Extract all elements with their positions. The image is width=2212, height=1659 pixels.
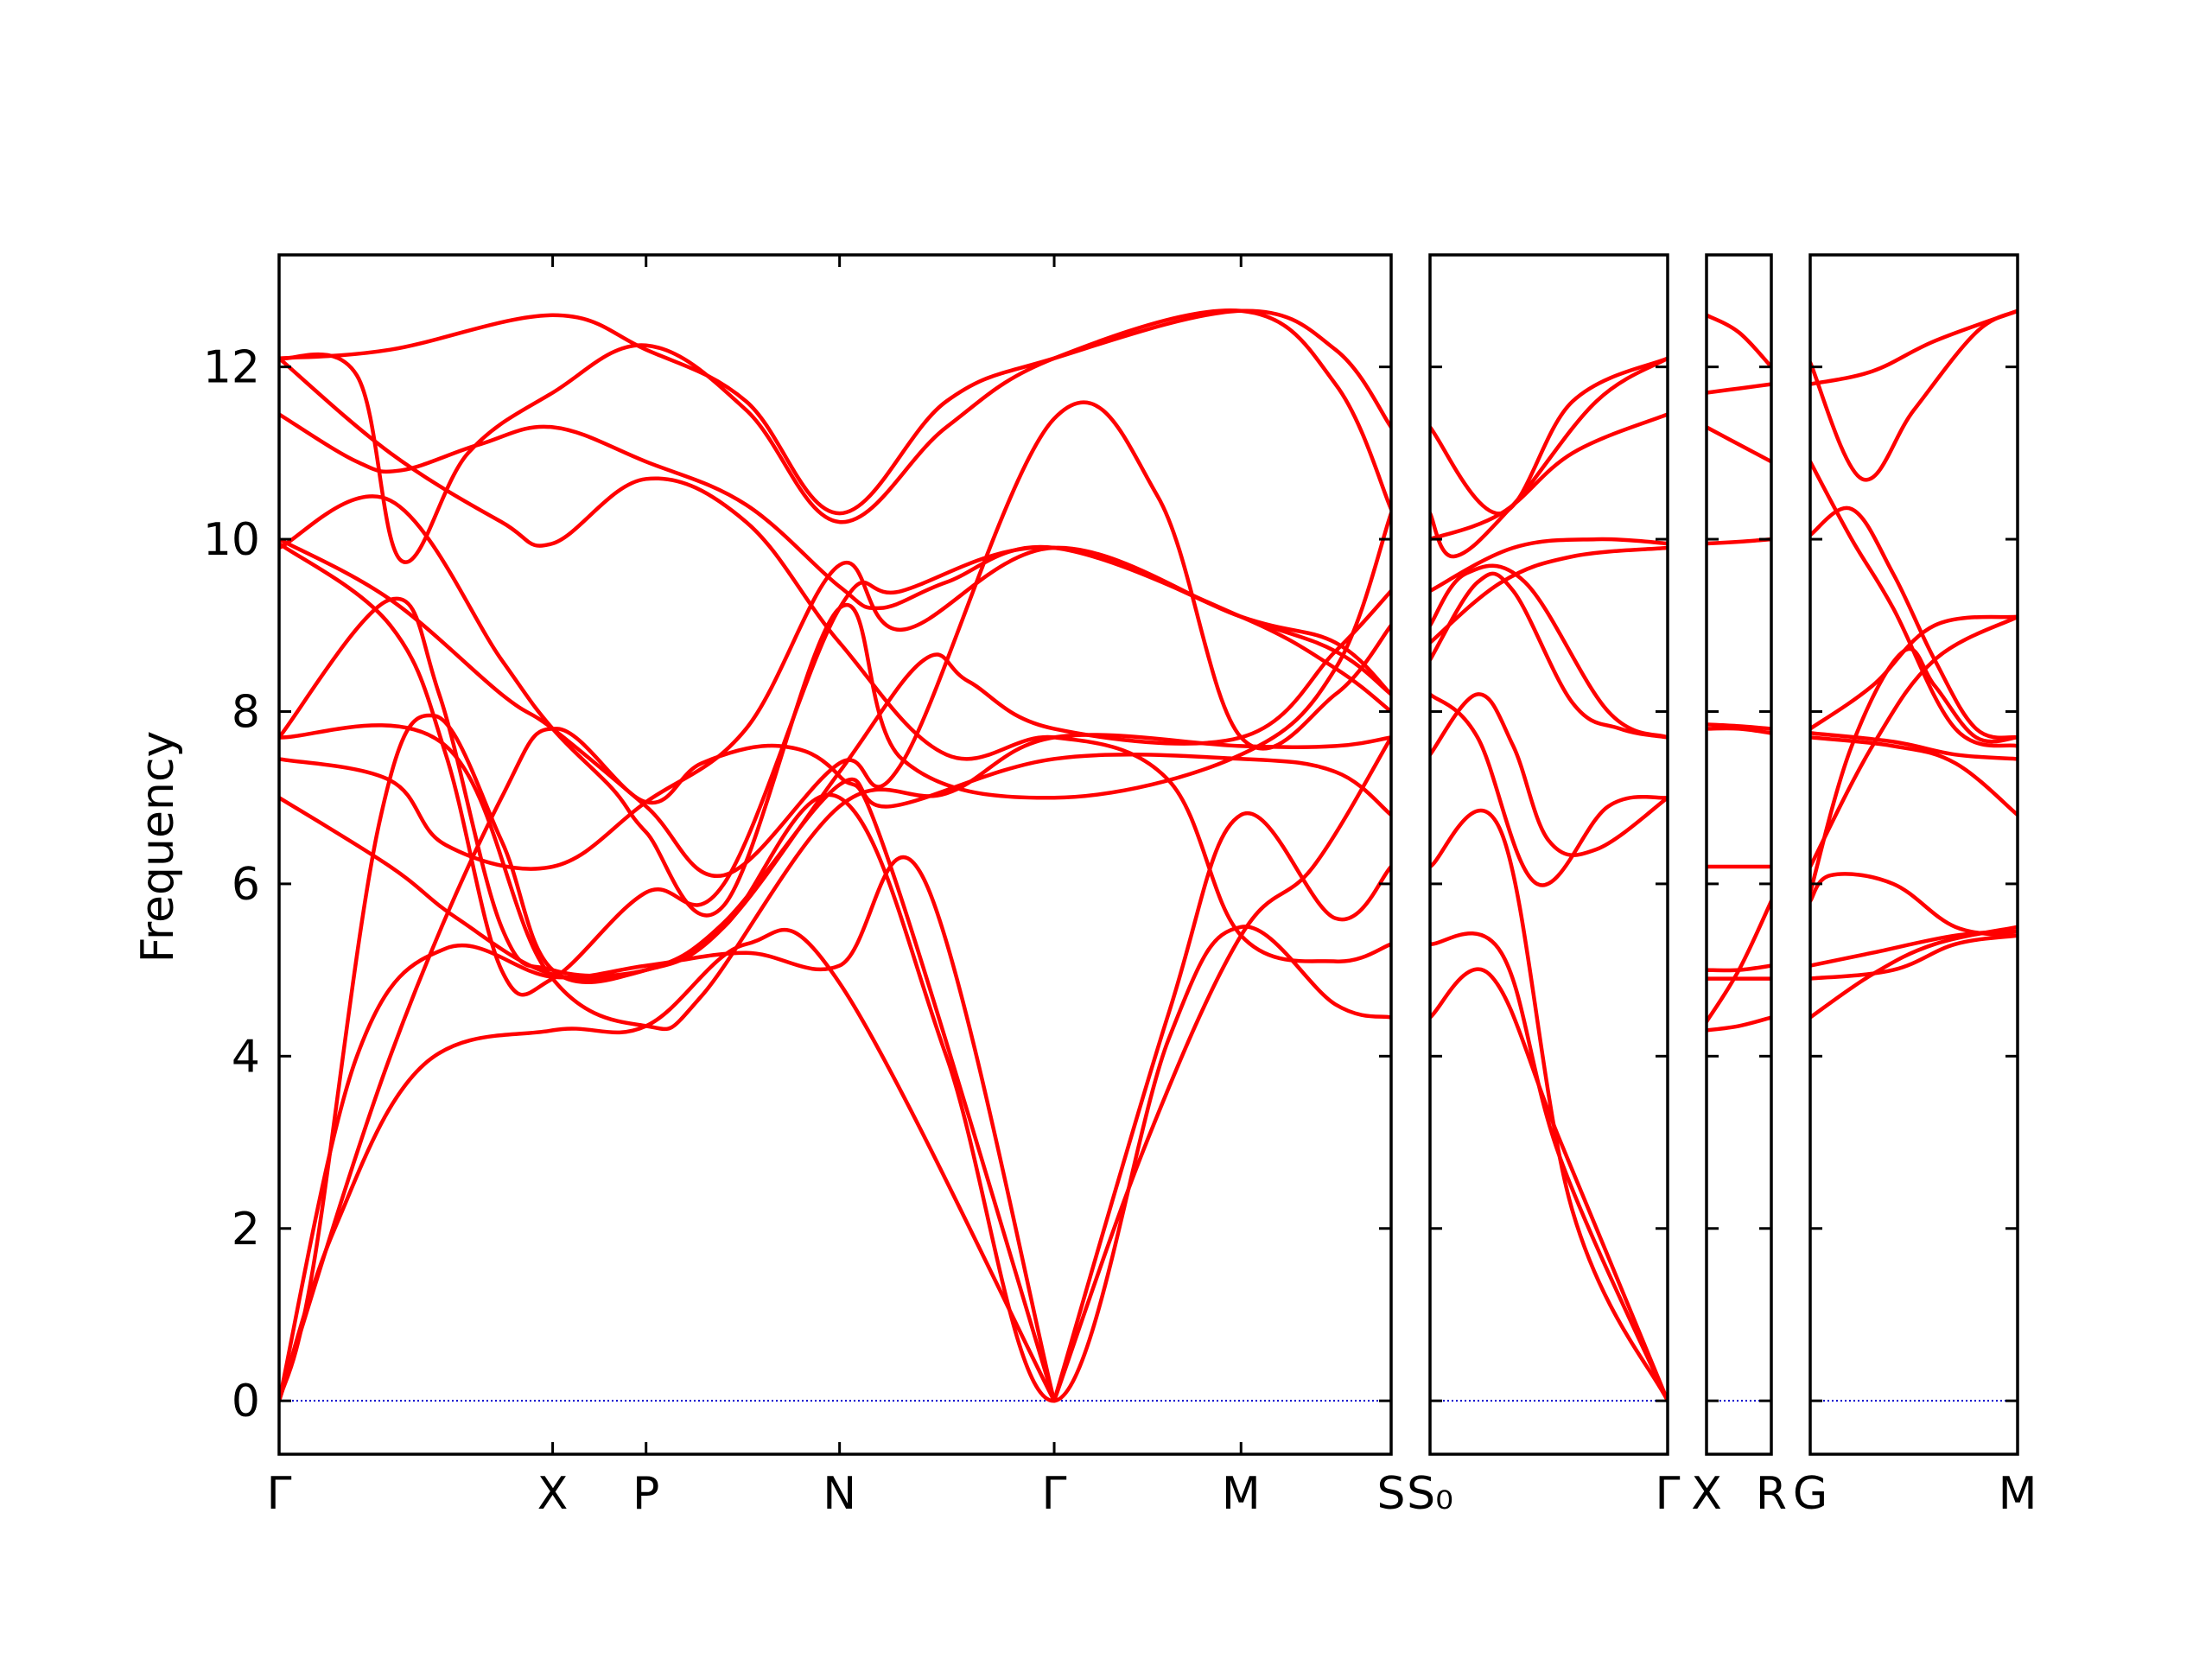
band-line xyxy=(1810,614,2018,869)
band-line xyxy=(1810,646,2018,895)
panel-frame xyxy=(1428,253,1669,1456)
y-tick-label: 6 xyxy=(232,859,260,911)
band-line xyxy=(1707,313,1771,369)
x-tick-label: X xyxy=(537,1468,569,1520)
band-line xyxy=(1810,933,2018,981)
band-line xyxy=(1810,308,2018,482)
band-line xyxy=(1810,929,2018,968)
band-line xyxy=(1430,967,1668,1403)
band-line xyxy=(279,308,1391,564)
band-line xyxy=(1430,545,1668,645)
bands-s0-gamma xyxy=(1430,356,1668,1403)
band-line xyxy=(1810,460,2018,748)
bands-main xyxy=(279,308,1391,1403)
band-line xyxy=(279,727,1057,1403)
band-line xyxy=(1430,356,1668,559)
band-line xyxy=(279,494,1391,918)
band-line xyxy=(279,412,1391,714)
panel-frame xyxy=(277,253,1393,1456)
x-tick-label: M xyxy=(1999,1468,2037,1520)
band-line xyxy=(1430,537,1668,594)
panel-main: 0 2 4 6 8 10 12 Γ X P N Γ M S xyxy=(203,253,1406,1520)
x-tick-label: N xyxy=(823,1468,856,1520)
band-line xyxy=(279,588,1391,978)
x-tick-label: M xyxy=(1222,1468,1261,1520)
band-line xyxy=(1810,735,2018,817)
x-tick-label: Γ xyxy=(1042,1468,1067,1520)
x-tick-label: S xyxy=(1376,1468,1405,1520)
band-line xyxy=(1430,571,1668,740)
band-line xyxy=(1430,692,1668,857)
band-line xyxy=(1810,731,2018,761)
x-tick-label: S₀ xyxy=(1407,1468,1453,1520)
x-tick-label: Γ xyxy=(267,1468,292,1520)
panel-s0-gamma: S₀ Γ xyxy=(1407,253,1681,1520)
y-tick-label: 4 xyxy=(232,1031,260,1083)
band-line xyxy=(1810,872,2018,938)
y-tick-label: 0 xyxy=(232,1376,260,1427)
band-line xyxy=(1810,505,2018,741)
y-tick-label: 10 xyxy=(203,514,260,566)
band-line xyxy=(1810,308,2018,386)
band-line xyxy=(279,752,1391,982)
band-line xyxy=(279,855,1057,1403)
band-line xyxy=(1430,356,1668,516)
y-tick-label: 12 xyxy=(203,342,260,394)
band-line xyxy=(1430,692,1668,887)
x-tick-label: G xyxy=(1793,1468,1827,1520)
bands-x-r xyxy=(1707,313,1771,1033)
band-line xyxy=(1430,563,1668,740)
band-line xyxy=(1430,931,1668,1403)
band-line xyxy=(1707,722,1771,731)
band-line xyxy=(1430,412,1668,542)
x-tick-label: X xyxy=(1691,1468,1722,1520)
y-axis-label: Frequency xyxy=(132,731,184,963)
band-line xyxy=(1707,425,1771,464)
band-line xyxy=(1707,382,1771,395)
band-line xyxy=(1810,614,2018,731)
x-tick-label: P xyxy=(632,1468,659,1520)
band-line xyxy=(1707,963,1771,973)
band-line xyxy=(1707,726,1771,735)
panel-frame xyxy=(1808,253,2019,1456)
band-line xyxy=(1707,1015,1771,1033)
y-tick-label: 8 xyxy=(232,686,260,738)
band-line xyxy=(279,308,1391,516)
band-line xyxy=(279,723,1391,1032)
band-line xyxy=(279,356,1391,963)
band-line xyxy=(279,713,1391,1403)
band-line xyxy=(279,400,1391,879)
panel-frame xyxy=(1705,253,1773,1456)
x-tick-label: R xyxy=(1756,1468,1787,1520)
x-tick-label: Γ xyxy=(1656,1468,1681,1520)
band-line xyxy=(1052,735,1391,1403)
band-line xyxy=(1430,808,1668,1403)
band-line xyxy=(279,927,1057,1403)
band-line xyxy=(1707,899,1771,1024)
y-tick-label: 2 xyxy=(232,1204,260,1255)
bands-g-m xyxy=(1810,308,2018,1020)
band-line xyxy=(1052,810,1391,1403)
